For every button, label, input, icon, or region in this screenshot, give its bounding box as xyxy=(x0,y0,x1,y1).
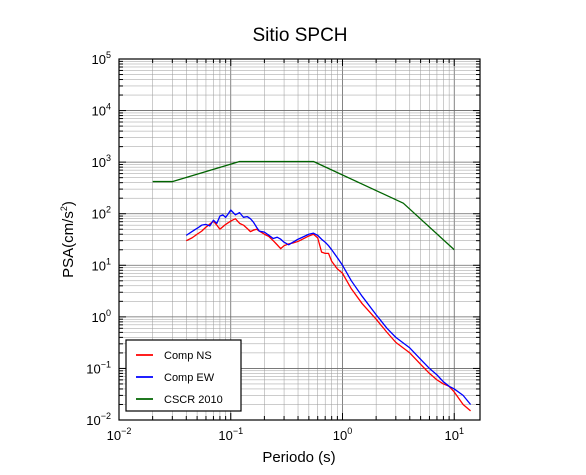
legend-label: CSCR 2010 xyxy=(164,394,223,406)
series-line-comp-ns xyxy=(185,218,472,412)
x-tick-label: 10−2 xyxy=(107,426,132,443)
axis-ticks xyxy=(118,58,480,421)
legend-label: Comp EW xyxy=(164,372,215,384)
y-axis-label-tail: ) xyxy=(60,201,77,206)
y-tick-label: 10−2 xyxy=(86,411,111,428)
y-tick-label: 102 xyxy=(92,205,111,222)
x-tick-label: 100 xyxy=(333,426,352,443)
series-line-comp-ew xyxy=(185,209,472,405)
y-tick-label: 10−1 xyxy=(86,359,111,376)
plot-frame xyxy=(118,58,481,421)
legend: Comp NS Comp EW CSCR 2010 xyxy=(125,339,242,412)
x-tick-label: 101 xyxy=(445,426,464,443)
chart-title: Sitio SPCH xyxy=(252,25,347,46)
legend-label: Comp NS xyxy=(164,350,212,362)
y-tick-label: 105 xyxy=(92,50,111,67)
series-line-cscr-2010 xyxy=(152,160,455,251)
y-axis-label: PSA(cm/s2) xyxy=(59,201,77,278)
legend-items: Comp NS Comp EW CSCR 2010 xyxy=(136,350,223,406)
y-tick-label: 103 xyxy=(92,153,111,170)
y-axis-label-main: PSA(cm/s xyxy=(60,211,77,278)
y-tick-label: 101 xyxy=(92,256,111,273)
y-axis-label-superscript: 2 xyxy=(59,206,69,211)
series-layer xyxy=(152,160,472,412)
x-tick-label: 10−1 xyxy=(218,426,243,443)
x-axis-label: Periodo (s) xyxy=(262,449,335,466)
y-tick-labels: 10−2 10−1 100 101 102 103 104 105 xyxy=(86,50,111,428)
y-tick-label: 104 xyxy=(92,102,111,119)
x-tick-labels: 10−2 10−1 100 101 xyxy=(107,426,464,443)
y-tick-label: 100 xyxy=(92,308,111,325)
